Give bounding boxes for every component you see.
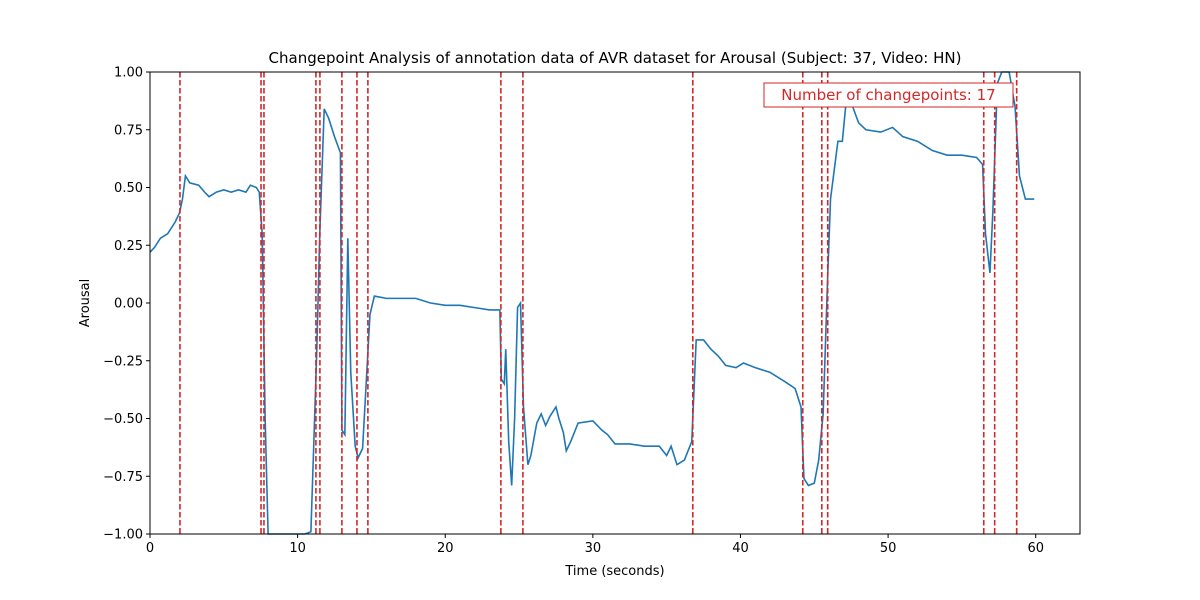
y-tick-label: 0.00	[114, 297, 143, 312]
annotation: Number of changepoints: 17	[781, 86, 995, 104]
annotation-box	[763, 82, 1014, 108]
chart-title: Changepoint Analysis of annotation data …	[269, 49, 962, 67]
y-tick-label: −0.50	[103, 412, 143, 427]
y-tick-label: −0.25	[103, 354, 143, 369]
y-tick-label: −1.00	[103, 528, 143, 543]
x-axis-label: Time (seconds)	[564, 564, 664, 579]
y-axis-label: Arousal	[78, 279, 93, 328]
x-tick-label: 0	[146, 541, 154, 556]
x-tick-label: 40	[732, 541, 749, 556]
y-tick-label: 0.75	[114, 123, 143, 138]
plot-frame	[149, 71, 1081, 535]
x-tick-label: 10	[289, 541, 306, 556]
x-tick-label: 20	[437, 541, 454, 556]
x-tick-label: 60	[1027, 541, 1044, 556]
y-tick-label: 0.25	[114, 239, 143, 254]
y-tick-label: 0.50	[114, 181, 143, 196]
x-tick-label: 30	[585, 541, 602, 556]
x-tick-label: 50	[880, 541, 897, 556]
y-tick-label: −0.75	[103, 470, 143, 485]
y-tick-label: 1.00	[114, 66, 143, 81]
series-line	[149, 71, 1035, 535]
